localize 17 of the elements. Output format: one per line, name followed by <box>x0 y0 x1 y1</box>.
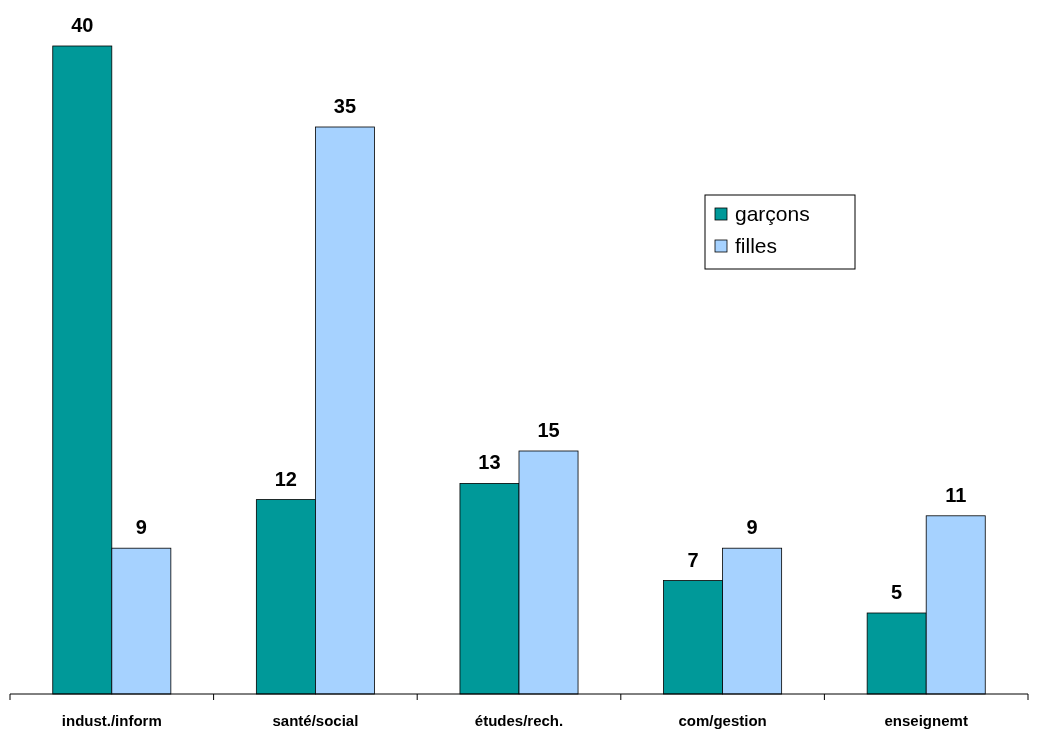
x-tick-label: études/rech. <box>474 712 564 729</box>
legend-label: garçons <box>735 202 810 225</box>
data-label: 9 <box>746 516 758 539</box>
data-label: 9 <box>135 516 147 539</box>
x-tick-label: indust./inform <box>61 712 162 729</box>
x-tick-label: santé/social <box>272 712 359 729</box>
legend-label: filles <box>735 234 778 257</box>
data-label: 35 <box>333 95 357 117</box>
data-label: 11 <box>945 483 967 506</box>
data-label: 12 <box>274 467 297 490</box>
data-label: 7 <box>687 548 699 571</box>
data-label: 5 <box>891 581 903 603</box>
x-tick-label: enseignemt <box>884 712 968 729</box>
data-label: 13 <box>478 451 501 474</box>
data-label: 40 <box>71 14 94 36</box>
data-label: 15 <box>537 419 560 441</box>
x-tick-label: com/gestion <box>678 712 767 729</box>
